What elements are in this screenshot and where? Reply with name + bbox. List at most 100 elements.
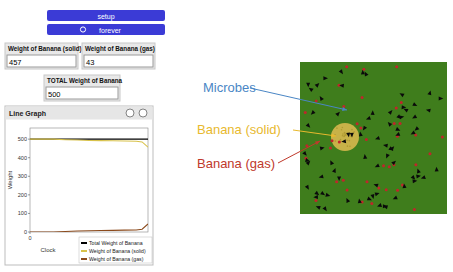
banana-solid [331,123,359,151]
legend-label: Total Weight of Banana [89,240,143,246]
microbe [320,191,326,197]
microbe [335,110,341,116]
panel-icon[interactable] [126,109,134,117]
microbe [357,198,362,203]
gas-particle [329,146,332,149]
monitor-label: Weight of Banana (solid) [8,45,82,53]
monitor-field [84,55,153,67]
microbe [308,86,314,92]
gas-particle [414,163,417,166]
y-tick-label: 300 [18,173,27,179]
monitor-label: Weight of Banana (gas) [85,45,155,53]
microbe [382,204,387,209]
microbe [320,145,325,150]
y-tick [28,194,30,195]
gas-particle [365,138,368,141]
microbe [323,76,328,80]
microbe [367,197,373,202]
y-axis-label: Weight [7,170,13,189]
microbe [361,126,367,132]
microbe [302,151,308,157]
y-tick-label: 500 [18,136,27,142]
gas-particle [331,139,334,142]
y-tick-label: 400 [18,155,27,161]
microbe [390,145,396,151]
monitor-frame [82,43,155,69]
microbe [337,176,341,181]
microbe [416,174,421,179]
microbe [411,175,417,181]
microbe [341,139,346,144]
banana-texture [344,133,346,135]
microbe [392,196,398,202]
banana-texture [351,129,353,131]
banana-texture [346,139,348,141]
panel-frame [5,106,153,265]
annotation-text: Banana (gas) [197,156,275,171]
microbe [411,114,417,120]
button-face[interactable] [47,10,165,21]
gas-particle [361,96,364,99]
legend-swatch [81,250,87,252]
gas-particle [395,65,398,68]
chart-title: Line Graph [9,110,46,118]
microbe [306,159,312,165]
annotation: Banana (solid) [197,122,336,137]
button[interactable]: forever [47,24,165,35]
annotation-arrowhead [331,133,336,137]
button[interactable]: setup [47,10,165,21]
button-label[interactable]: forever [99,27,121,34]
monitor: Weight of Banana (solid) 457 [5,43,82,69]
microbe [328,159,334,165]
microbe [323,206,329,212]
microbe [391,159,397,165]
microbe [305,185,311,191]
legend-swatch [81,258,87,260]
forever-icon [80,27,85,32]
gas-particle [346,188,349,191]
microbe [402,105,407,109]
button-face[interactable] [47,24,165,35]
panel-icon[interactable] [139,109,147,117]
gas-particle [314,199,317,202]
annotation-arrowhead [315,141,320,145]
microbe [425,108,430,113]
monitor-field [46,87,118,99]
banana-texture [335,140,337,142]
banana-texture [336,127,338,129]
microbe [375,191,381,196]
microbe [318,95,324,101]
monitor: TOTAL Weight of Banana500 [44,75,123,101]
gas-particle [335,180,338,183]
microbe [365,116,371,121]
monitor: Weight of Banana (gas)43 [82,43,155,69]
gas-particle [356,122,359,125]
gas-particle [338,141,341,144]
x-axis-label: Clock [40,247,56,253]
gas-particle [396,189,399,192]
microbe [427,90,432,95]
y-tick [28,157,30,158]
annotation-text: Banana (solid) [197,122,281,137]
microbe [350,133,354,138]
panel-header [6,107,153,120]
monitor-value: 457 [9,58,22,67]
y-tick [28,176,30,177]
gas-particle [345,65,348,68]
banana-texture [342,127,344,129]
button-label[interactable]: setup [97,13,114,21]
annotation: Banana (gas) [197,141,320,171]
annotation-arrow [278,141,320,163]
banana-texture [353,131,355,133]
monitor-value: 500 [48,90,61,99]
banana-texture [340,139,342,141]
banana-texture [349,140,351,142]
gas-particle [428,152,431,155]
microbe [399,92,405,98]
banana-texture [344,132,346,134]
banana-texture [347,145,349,147]
gas-particle [315,100,318,103]
y-tick [28,139,30,140]
plot-lines [30,139,148,232]
banana-texture [341,129,343,131]
